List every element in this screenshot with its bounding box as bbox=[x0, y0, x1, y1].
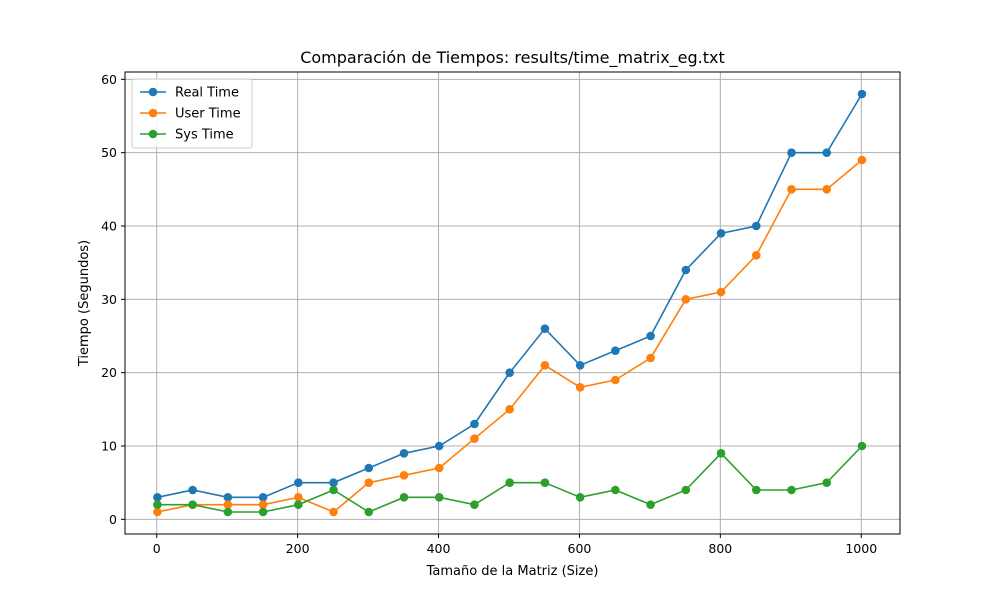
legend-item-sys-time: Sys Time bbox=[140, 128, 234, 143]
data-point-sys-time bbox=[223, 507, 233, 517]
x-tick-label: 1000 bbox=[845, 541, 877, 556]
data-point-real-time bbox=[611, 346, 620, 355]
y-tick-label: 40 bbox=[101, 219, 117, 234]
data-point-real-time bbox=[329, 478, 338, 487]
series-sys-time bbox=[153, 441, 867, 517]
x-tick-label: 200 bbox=[286, 541, 310, 556]
y-tick-label: 50 bbox=[101, 145, 117, 160]
data-point-real-time bbox=[258, 493, 268, 502]
data-point-user-time bbox=[681, 295, 691, 304]
data-point-user-time bbox=[364, 478, 374, 487]
data-point-real-time bbox=[822, 148, 832, 157]
data-point-real-time bbox=[505, 368, 514, 377]
data-point-user-time bbox=[822, 185, 832, 194]
data-point-real-time bbox=[787, 148, 796, 157]
series-user-time bbox=[153, 155, 867, 517]
legend-marker-real-time bbox=[148, 87, 158, 97]
chart-title: Comparación de Tiempos: results/time_mat… bbox=[300, 48, 725, 68]
data-point-real-time bbox=[434, 441, 444, 451]
data-point-sys-time bbox=[681, 485, 691, 495]
series-layer bbox=[153, 89, 867, 517]
data-point-user-time bbox=[153, 507, 162, 517]
data-point-sys-time bbox=[399, 493, 409, 502]
data-point-sys-time bbox=[822, 478, 832, 487]
y-tick-label: 30 bbox=[101, 292, 117, 307]
data-point-sys-time bbox=[575, 493, 585, 502]
data-point-sys-time bbox=[329, 485, 338, 495]
x-tick-label: 800 bbox=[708, 541, 732, 556]
legend-label-sys-time: Sys Time bbox=[175, 128, 234, 143]
data-point-user-time bbox=[399, 471, 409, 480]
x-tick-label: 600 bbox=[568, 541, 592, 556]
plot-frame bbox=[124, 71, 901, 535]
data-point-real-time bbox=[540, 324, 550, 333]
data-point-sys-time bbox=[434, 493, 444, 502]
data-point-sys-time bbox=[258, 507, 268, 517]
data-point-real-time bbox=[188, 485, 197, 495]
data-point-user-time bbox=[751, 251, 761, 260]
data-point-user-time bbox=[329, 507, 338, 517]
data-point-user-time bbox=[575, 383, 585, 392]
data-point-real-time bbox=[470, 419, 479, 429]
data-point-user-time bbox=[434, 463, 444, 473]
data-point-user-time bbox=[611, 375, 620, 385]
data-point-sys-time bbox=[470, 500, 479, 509]
x-tick-label: 0 bbox=[153, 541, 161, 556]
data-point-sys-time bbox=[787, 485, 796, 495]
data-point-real-time bbox=[751, 221, 761, 231]
data-point-real-time bbox=[399, 449, 409, 458]
data-point-real-time bbox=[716, 229, 726, 238]
data-point-real-time bbox=[294, 478, 303, 487]
data-point-sys-time bbox=[646, 500, 655, 509]
data-point-user-time bbox=[294, 493, 303, 502]
data-point-real-time bbox=[575, 361, 585, 370]
data-point-sys-time bbox=[294, 500, 303, 509]
data-point-user-time bbox=[258, 500, 268, 509]
data-point-sys-time bbox=[153, 500, 162, 509]
data-point-real-time bbox=[364, 463, 374, 473]
x-tick-label: 400 bbox=[427, 541, 451, 556]
grid bbox=[125, 72, 900, 534]
data-point-user-time bbox=[223, 500, 233, 509]
y-tick-label: 0 bbox=[109, 512, 117, 527]
y-axis-title: Tiempo (Segundos) bbox=[77, 240, 92, 367]
legend: Real Time User Time Sys Time bbox=[131, 78, 253, 149]
data-point-real-time bbox=[857, 89, 867, 99]
y-tick-label: 10 bbox=[101, 439, 117, 454]
series-real-time bbox=[153, 89, 867, 502]
data-point-sys-time bbox=[188, 500, 197, 509]
data-point-sys-time bbox=[364, 507, 374, 517]
data-point-sys-time bbox=[857, 441, 867, 451]
y-tick-label: 60 bbox=[101, 72, 117, 87]
data-point-sys-time bbox=[505, 478, 514, 487]
data-point-user-time bbox=[857, 155, 867, 165]
data-point-user-time bbox=[470, 434, 479, 443]
data-point-real-time bbox=[681, 265, 691, 275]
data-point-sys-time bbox=[611, 485, 620, 495]
legend-item-real-time: Real Time bbox=[140, 86, 239, 101]
data-point-sys-time bbox=[540, 478, 550, 487]
data-point-user-time bbox=[540, 361, 550, 370]
legend-label-real-time: Real Time bbox=[175, 86, 239, 101]
legend-box bbox=[131, 78, 253, 149]
data-point-real-time bbox=[153, 493, 162, 502]
data-point-real-time bbox=[223, 493, 233, 502]
data-point-real-time bbox=[646, 331, 655, 341]
data-point-user-time bbox=[505, 405, 514, 414]
legend-marker-user-time bbox=[148, 108, 158, 118]
data-point-sys-time bbox=[716, 449, 726, 458]
data-point-sys-time bbox=[751, 485, 761, 495]
axis-ticks: 0 200 400 600 800 1000 0 10 20 30 40 50 60 bbox=[101, 72, 877, 556]
legend-marker-sys-time bbox=[148, 129, 158, 139]
data-point-user-time bbox=[787, 185, 796, 194]
legend-item-user-time: User Time bbox=[140, 107, 241, 122]
legend-label-user-time: User Time bbox=[175, 107, 241, 122]
y-tick-label: 20 bbox=[101, 365, 117, 380]
data-point-user-time bbox=[646, 353, 655, 363]
data-point-user-time bbox=[716, 287, 726, 297]
x-axis-title: Tamaño de la Matriz (Size) bbox=[426, 564, 599, 579]
